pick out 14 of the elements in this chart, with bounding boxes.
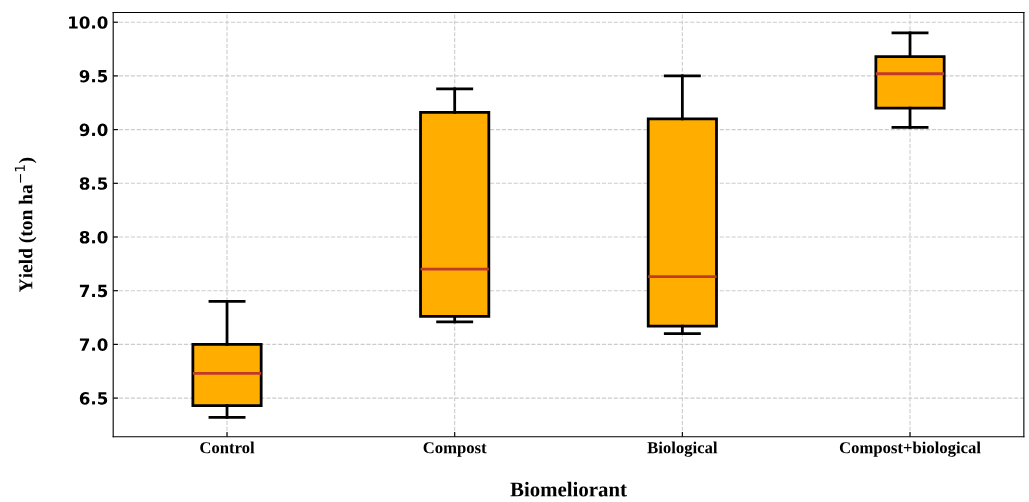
- y-tick-label: 7.5: [79, 284, 108, 298]
- y-tick-label: 9.0: [79, 123, 108, 137]
- y-tick-label: 9.5: [79, 69, 108, 83]
- y-tick-label: 10.0: [69, 16, 108, 29]
- x-tick-label: Biological: [647, 441, 718, 457]
- x-tick-label: Control: [200, 441, 255, 454]
- y-tick-label: 6.5: [79, 392, 108, 405]
- y-tick-label: 8.5: [79, 177, 108, 190]
- x-tick-label: Compost: [423, 442, 487, 457]
- y-axis-title: Yield (ton ha$^{−1}$): [14, 157, 37, 292]
- x-axis-title: Biomeliorant: [510, 481, 627, 497]
- y-tick-label: 7.0: [79, 338, 108, 351]
- y-tick-label: 8.0: [79, 230, 108, 244]
- x-tick-label: Compost+biological: [839, 441, 981, 457]
